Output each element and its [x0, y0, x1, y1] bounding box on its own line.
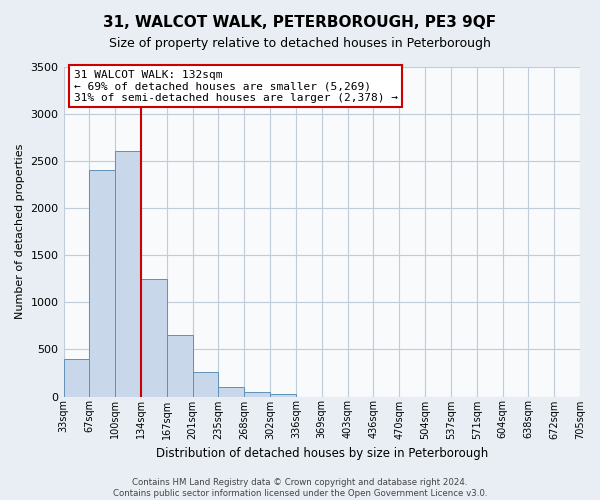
- Bar: [89, 170, 115, 396]
- Bar: [141, 278, 167, 396]
- Bar: [64, 359, 89, 397]
- Text: Contains HM Land Registry data © Crown copyright and database right 2024.
Contai: Contains HM Land Registry data © Crown c…: [113, 478, 487, 498]
- Bar: [115, 152, 141, 396]
- Bar: [244, 392, 270, 396]
- Bar: [218, 387, 244, 396]
- Text: Size of property relative to detached houses in Peterborough: Size of property relative to detached ho…: [109, 38, 491, 51]
- Y-axis label: Number of detached properties: Number of detached properties: [15, 144, 25, 319]
- X-axis label: Distribution of detached houses by size in Peterborough: Distribution of detached houses by size …: [155, 447, 488, 460]
- Text: 31, WALCOT WALK, PETERBOROUGH, PE3 9QF: 31, WALCOT WALK, PETERBOROUGH, PE3 9QF: [103, 15, 497, 30]
- Text: 31 WALCOT WALK: 132sqm
← 69% of detached houses are smaller (5,269)
31% of semi-: 31 WALCOT WALK: 132sqm ← 69% of detached…: [74, 70, 398, 103]
- Bar: [270, 394, 296, 396]
- Bar: [193, 372, 218, 396]
- Bar: [167, 335, 193, 396]
